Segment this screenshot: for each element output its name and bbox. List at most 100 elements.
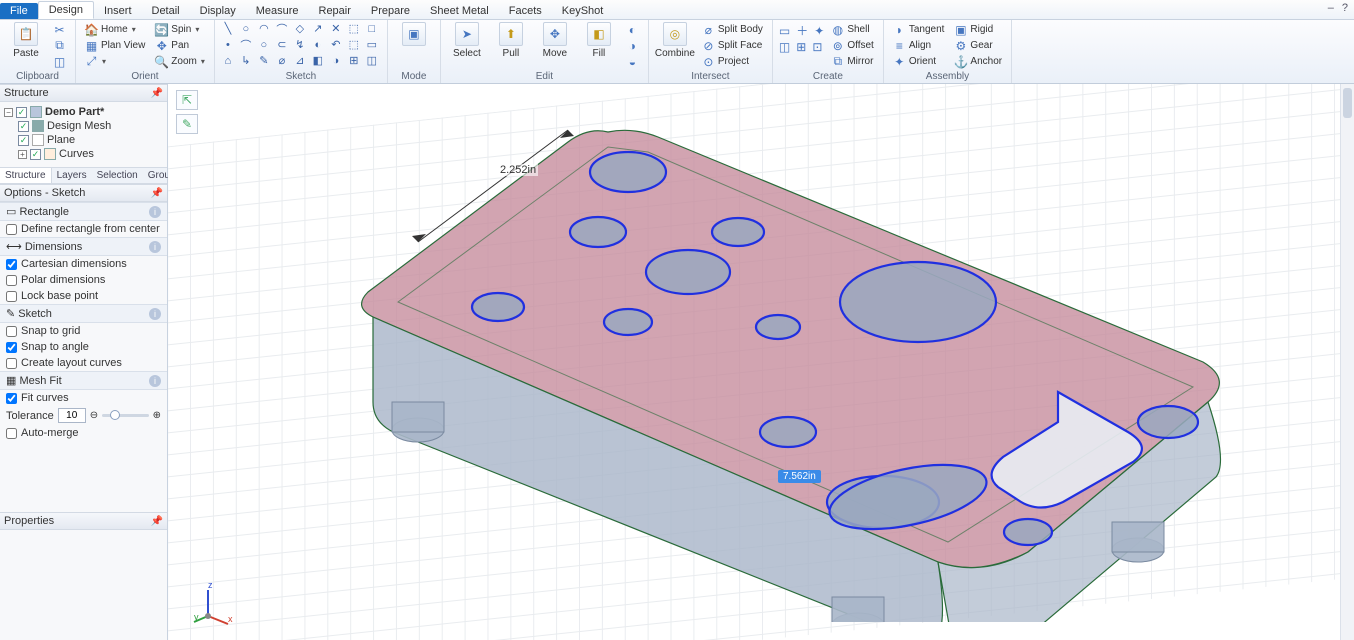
tab-insert[interactable]: Insert [94,3,142,19]
options-head-rectangle[interactable]: ▭ Rectanglei [0,202,167,221]
vp-tool-2[interactable]: ✎ [176,114,198,134]
info-icon[interactable]: i [149,206,161,218]
sketch-tool-1-3[interactable]: ⊂ [275,38,289,51]
shell-button[interactable]: ◍Shell [828,22,877,37]
move-button[interactable]: ✥Move [535,22,575,70]
opt-automerge[interactable]: Auto-merge [0,425,167,441]
tolerance-input[interactable] [58,408,86,423]
sketch-tool-0-2[interactable]: ◠ [257,22,271,35]
opt-snapangle[interactable]: Snap to angle [0,339,167,355]
sketch-tool-2-3[interactable]: ⌀ [275,54,289,67]
sketch-tool-0-4[interactable]: ◇ [293,22,307,35]
mirror-button[interactable]: ⧉Mirror [828,54,877,69]
checkbox[interactable] [6,358,17,369]
sketch-tool-2-0[interactable]: ⌂ [221,54,235,67]
sketch-tool-2-7[interactable]: ⊞ [347,54,361,67]
checkbox[interactable] [6,428,17,439]
pull-button[interactable]: ⬆Pull [491,22,531,70]
edit-extra-1[interactable]: ◐ [623,22,642,37]
sketch-tool-2-1[interactable]: ↳ [239,54,253,67]
tab-file[interactable]: File [0,3,38,19]
create-ic-5[interactable]: ⊞ [796,40,806,54]
stepper-up[interactable]: ⊕ [153,410,161,421]
cut-button[interactable]: ✂ [50,22,69,37]
spin-button[interactable]: 🔄Spin▾ [152,22,208,37]
create-ic-3[interactable]: ✦ [814,22,824,39]
anchor-button[interactable]: ⚓Anchor [951,54,1005,69]
axis-gizmo[interactable]: xyz [188,582,234,628]
vp-tool-1[interactable]: ⇱ [176,90,198,110]
orient-asm-button[interactable]: ✦Orient [890,54,948,69]
visibility-checkbox[interactable]: ✓ [30,149,41,160]
ribbon-minimize-icon[interactable]: – [1328,2,1334,14]
sketch-tool-1-7[interactable]: ⬚ [347,38,361,51]
sketch-tool-0-7[interactable]: ⬚ [347,22,361,35]
zoom-extents-button[interactable]: ⤢▾ [82,54,148,69]
sketch-tool-1-0[interactable]: • [221,38,235,51]
sketch-tool-0-6[interactable]: ✕ [329,22,343,35]
opt-fitcurves[interactable]: Fit curves [0,390,167,406]
info-icon[interactable]: i [149,241,161,253]
offset-button[interactable]: ⊚Offset [828,38,877,53]
model-part[interactable]: 2.252in 7.562in [298,102,1238,622]
rigid-button[interactable]: ▣Rigid [951,22,1005,37]
opt-lockbase[interactable]: Lock base point [0,288,167,304]
tree-root[interactable]: − ✓ Demo Part* [4,105,163,119]
copy-button[interactable]: ⧉ [50,38,69,53]
tab-repair[interactable]: Repair [309,3,361,19]
scrollbar-vertical[interactable] [1340,84,1354,640]
tree-node-design-mesh[interactable]: ✓ Design Mesh [4,119,163,133]
checkbox[interactable] [6,275,17,286]
edit-extra-3[interactable]: ◒ [623,54,642,69]
subtab-layers[interactable]: Layers [52,168,92,183]
sketch-tool-2-4[interactable]: ⊿ [293,54,307,67]
splitface-button[interactable]: ⊘Split Face [699,38,766,53]
opt-cartesian[interactable]: Cartesian dimensions [0,256,167,272]
select-button[interactable]: ➤Select [447,22,487,70]
checkbox[interactable] [6,224,17,235]
sketch-tool-0-8[interactable]: □ [365,22,379,35]
visibility-checkbox[interactable]: ✓ [18,121,29,132]
align-button[interactable]: ≡Align [890,38,948,53]
zoom-button[interactable]: 🔍Zoom▾ [152,54,208,69]
dimension-box-length[interactable]: 7.562in [778,470,821,483]
sketch-tool-0-3[interactable]: ⌒ [275,22,289,35]
visibility-checkbox[interactable]: ✓ [16,107,27,118]
options-head-sketch[interactable]: ✎ Sketchi [0,304,167,323]
checkbox[interactable] [6,259,17,270]
pin-icon[interactable]: 📌 [151,88,163,99]
tree-node-plane[interactable]: ✓ Plane [4,133,163,147]
sketch-tool-1-4[interactable]: ↯ [293,38,307,51]
create-ic-6[interactable]: ⊡ [812,40,822,54]
info-icon[interactable]: i [149,375,161,387]
tab-display[interactable]: Display [190,3,246,19]
sketch-tool-2-5[interactable]: ◧ [311,54,325,67]
sketch-tool-1-5[interactable]: ◐ [311,38,325,51]
pan-button[interactable]: ✥Pan [152,38,208,53]
tab-facets[interactable]: Facets [499,3,552,19]
edit-extra-2[interactable]: ◑ [623,38,642,53]
checkbox[interactable] [6,291,17,302]
checkbox[interactable] [6,326,17,337]
tab-keyshot[interactable]: KeyShot [552,3,614,19]
sketch-tool-1-2[interactable]: ○ [257,38,271,51]
fill-button[interactable]: ◧Fill [579,22,619,70]
sketch-tool-2-8[interactable]: ◫ [365,54,379,67]
viewport[interactable]: ⇱ ✎ 2.252in 7.562in xyz [168,84,1354,640]
slider-knob[interactable] [110,410,120,420]
visibility-checkbox[interactable]: ✓ [18,135,29,146]
opt-define-from-center[interactable]: Define rectangle from center [0,221,167,237]
options-head-dimensions[interactable]: ⟷ Dimensionsi [0,237,167,256]
pin-icon[interactable]: 📌 [151,188,163,199]
tolerance-slider[interactable] [102,414,149,417]
options-head-meshfit[interactable]: ▦ Mesh Fiti [0,371,167,390]
mode-button[interactable]: ▣ [394,22,434,70]
tab-measure[interactable]: Measure [246,3,309,19]
expand-icon[interactable]: + [18,150,27,159]
pin-icon[interactable]: 📌 [151,516,163,527]
scrollbar-thumb[interactable] [1343,88,1352,118]
subtab-structure[interactable]: Structure [0,168,52,183]
splitbody-button[interactable]: ⌀Split Body [699,22,766,37]
stepper-down[interactable]: ⊖ [90,410,98,421]
sketch-tool-2-6[interactable]: ◑ [329,54,343,67]
